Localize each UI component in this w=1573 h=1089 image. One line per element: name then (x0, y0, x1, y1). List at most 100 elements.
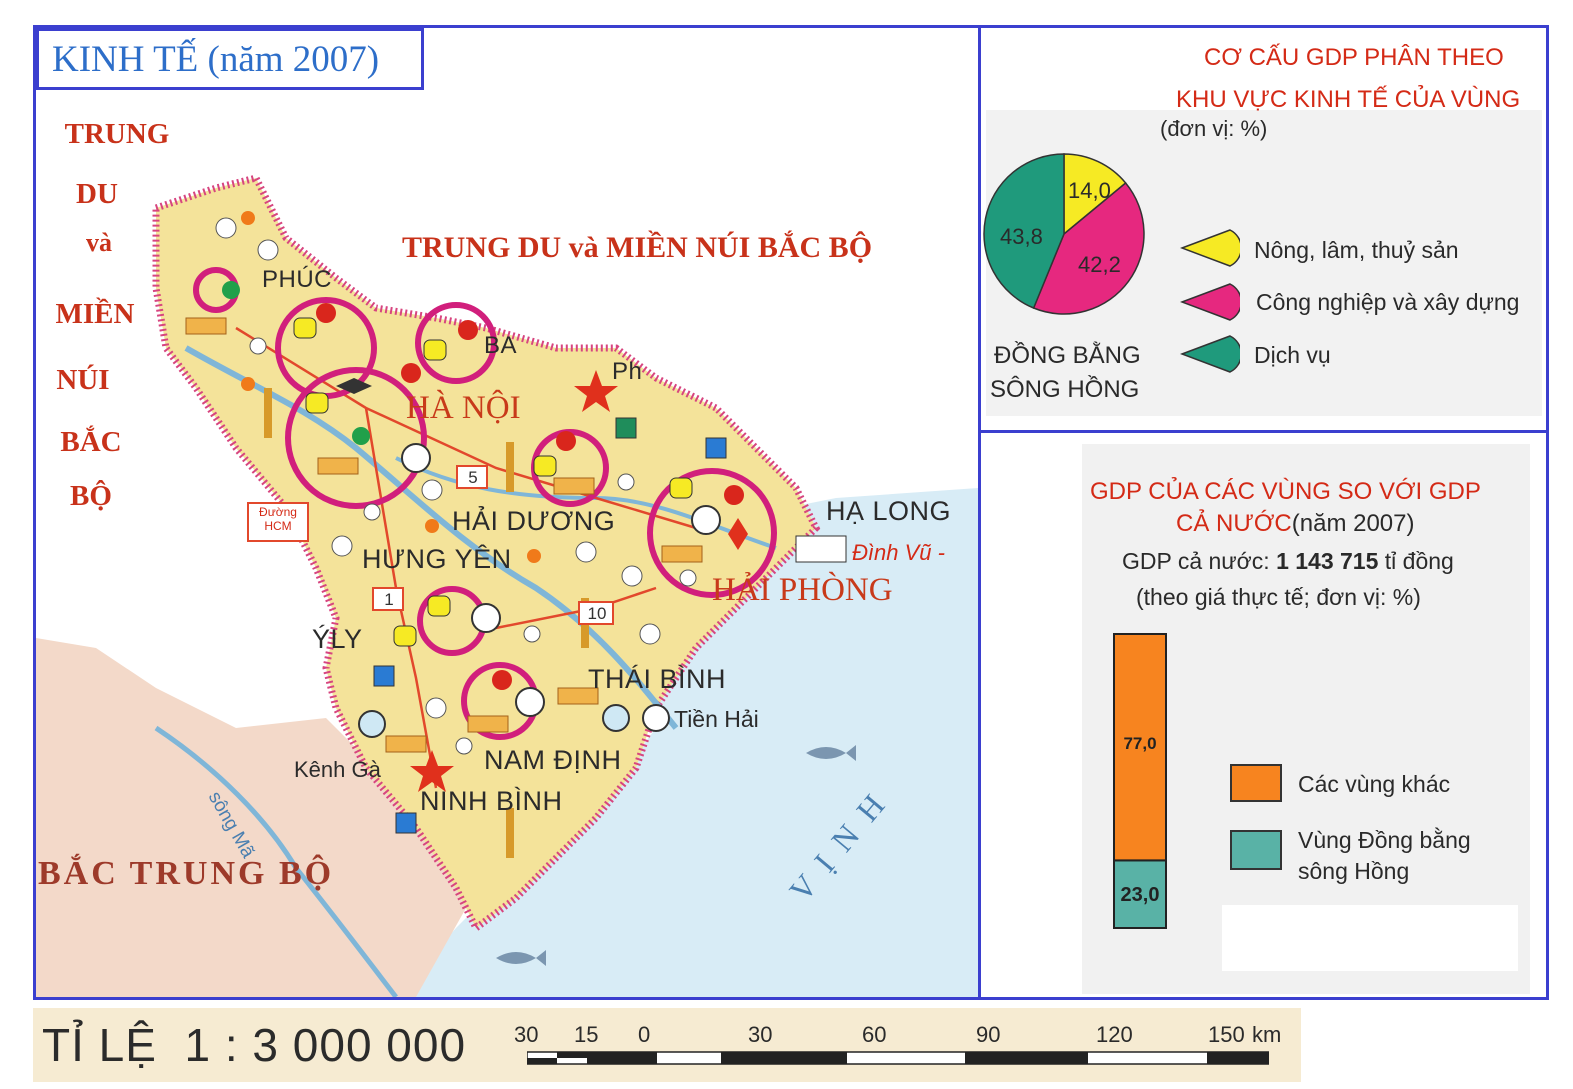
bar-title-line1: GDP CỦA CÁC VÙNG SO VỚI GDP (1090, 478, 1481, 505)
map-canvas (36, 173, 978, 997)
livestock-icon (621, 565, 643, 587)
bar-legend-others: Các vùng khác (1298, 771, 1451, 797)
road-sign-hcm (247, 502, 309, 542)
bar-national-gdp-value: 1 143 715 (1276, 548, 1379, 574)
place-kenh-ga: Kênh Gà (294, 757, 381, 782)
place-nam-dinh: NAM ĐỊNH (484, 745, 622, 775)
map-title-box (36, 28, 424, 90)
bar-national-gdp-label: GDP cả nước: (1122, 548, 1270, 574)
livestock-icon (215, 217, 237, 239)
pie-title-line1: CƠ CẤU GDP PHÂN THEO (1204, 44, 1504, 71)
road-number-1: 1 (384, 590, 394, 609)
center-ring-hai-phong (647, 468, 777, 598)
power-plant-icon (358, 710, 386, 738)
road-sign-hcm-label: Đường HCM (259, 505, 297, 533)
brick-icon (185, 317, 227, 335)
livestock-icon (425, 697, 447, 719)
textile-icon (393, 625, 417, 647)
coal-mine-icon (795, 535, 847, 563)
brick-icon (317, 457, 359, 475)
place-ninh-binh: NINH BÌNH (420, 786, 563, 816)
port-star-icon (410, 750, 454, 792)
scale-tick-30a: 30 (514, 1022, 539, 1047)
road-number-boxes (372, 465, 614, 625)
bar-title-line2-year: (năm 2007) (1291, 510, 1415, 537)
river-red (184, 345, 679, 730)
bar-legend-blank (1222, 905, 1518, 971)
bar-value-label-region: 23,0 (1120, 884, 1160, 906)
legend-marker-agriculture (1180, 229, 1240, 267)
bar-title-line2: CẢ NƯỚC(năm 2007) (1176, 510, 1414, 538)
gear-icon (401, 363, 421, 383)
gas-field-icon (642, 704, 670, 732)
pie-caption-line2: SÔNG HỒNG (990, 376, 1140, 403)
pie-legend-industry: Công nghiệp và xây dựng (1256, 289, 1520, 315)
food-processing-icon (705, 437, 727, 459)
livestock-icon (575, 541, 597, 563)
poultry-icon (523, 625, 541, 643)
bar-title-line2-red: CẢ NƯỚC (1176, 510, 1292, 537)
bar-segment-region (1113, 859, 1167, 930)
textile-icon (423, 339, 447, 361)
bar-segment-others (1113, 633, 1167, 862)
region-north-side-7: BỘ (70, 480, 112, 512)
place-hanoi: HÀ NỘI (406, 390, 521, 426)
food-processing-icon (373, 665, 395, 687)
pie-slice-label-industry: 42,2 (1078, 252, 1121, 277)
scale-strip (33, 1008, 1301, 1082)
mechanical-icon (401, 443, 431, 473)
scale-tick-30: 30 (748, 1022, 773, 1047)
pie-slice-industry (1032, 181, 1145, 315)
pie-slice-label-agriculture: 14,0 (1068, 178, 1111, 203)
fish-icon (806, 745, 856, 761)
livestock-icon (421, 479, 443, 501)
place-hai-duong: HẢI DƯƠNG (452, 506, 616, 536)
place-ph: Ph (612, 358, 643, 385)
scale-tick-0: 0 (638, 1022, 651, 1047)
region-north-side-4: MIỀN (55, 298, 135, 330)
food-processing-icon (615, 417, 637, 439)
scale-tick-90: 90 (976, 1022, 1001, 1047)
fruit-icon (241, 377, 255, 391)
pie-title-line2: KHU VỰC KINH TẾ CỦA VÙNG (1176, 86, 1521, 113)
textile-icon (533, 455, 557, 477)
bar-legend-region: Vùng Đồng bằng sông Hồng (1298, 827, 1471, 884)
pie-legend-agriculture: Nông, lâm, thuỷ sản (1254, 237, 1459, 263)
textile-icon (427, 595, 451, 617)
poultry-icon (455, 737, 473, 755)
place-ha-long: HẠ LONG (826, 496, 952, 526)
livestock-icon (639, 623, 661, 645)
bar-national-gdp-unit: tỉ đồng (1384, 548, 1454, 574)
scale-tick-60: 60 (862, 1022, 887, 1047)
rice-icon (264, 388, 272, 438)
livestock-icon (257, 239, 279, 261)
food-processing-icon (395, 812, 417, 834)
bar-chart (1113, 633, 1167, 930)
textile-icon (293, 317, 317, 339)
industry-symbols (185, 211, 856, 966)
rice-icon (506, 442, 514, 492)
scale-tick-150: 150 (1208, 1022, 1245, 1047)
land-bac-trung-bo (36, 638, 466, 997)
center-ring-bac-ninh (415, 302, 497, 384)
brick-icon (557, 687, 599, 705)
power-plant-icon (602, 704, 630, 732)
place-hung-yen: HƯNG YÊN (362, 544, 512, 574)
gear-icon (724, 485, 744, 505)
gear-icon (492, 670, 512, 690)
brick-icon (385, 735, 427, 753)
brick-icon (661, 545, 703, 563)
scale-tick-120: 120 (1096, 1022, 1133, 1047)
poultry-icon (617, 473, 635, 491)
livestock-icon (331, 535, 353, 557)
gear-icon (316, 303, 336, 323)
place-phuc: PHÚC (262, 266, 333, 293)
river-ma (154, 725, 398, 997)
map-title: KINH TẾ (năm 2007) (52, 39, 380, 80)
region-south-label: BẮC TRUNG BỘ (38, 855, 335, 892)
poultry-icon (363, 503, 381, 521)
poultry-icon (249, 337, 267, 355)
fruit-icon (241, 211, 255, 225)
brick-icon (467, 715, 509, 733)
bar-legend-swatch-region (1230, 830, 1282, 870)
